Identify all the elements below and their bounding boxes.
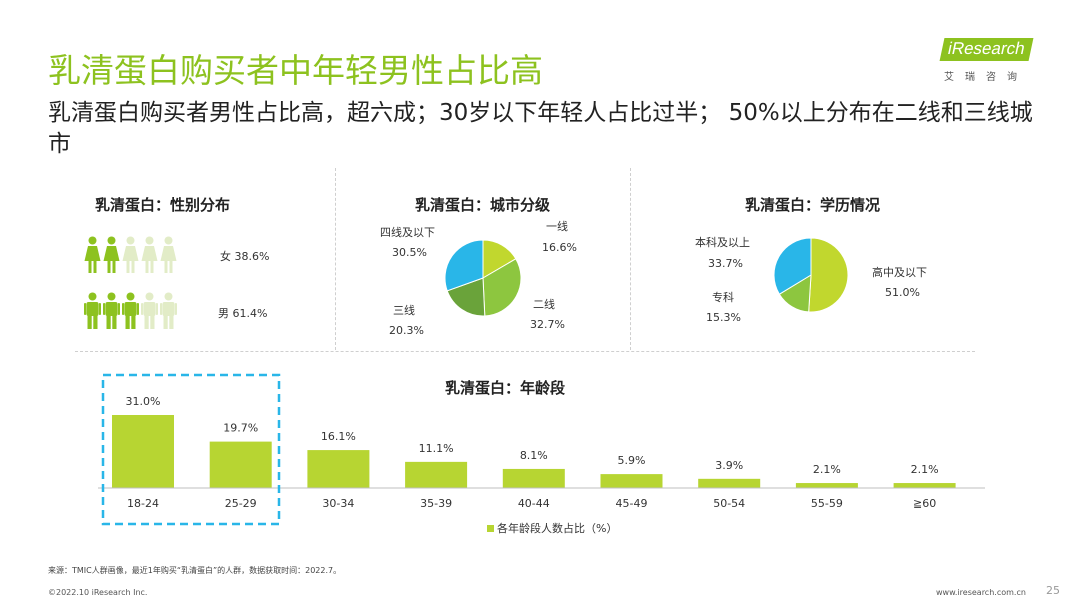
gender-panel-title: 乳清蛋白：性别分布 — [95, 196, 231, 214]
city-tier3-name: 三线 — [393, 304, 415, 317]
male-person-icon — [84, 292, 101, 329]
age-category-label-8: ≧60 — [913, 497, 936, 510]
female-person-icon — [141, 236, 158, 273]
age-bar-value-5: 5.9% — [618, 454, 646, 467]
iresearch-logo: iResearch 艾瑞咨询 — [938, 36, 1038, 86]
age-category-label-4: 40-44 — [518, 497, 550, 510]
age-category-label-3: 35-39 — [420, 497, 452, 510]
city-tier1-value: 16.6% — [542, 241, 577, 254]
male-person-icon — [122, 292, 139, 329]
city-tier2-name: 二线 — [533, 298, 555, 311]
female-person-icon — [103, 236, 120, 273]
education-panel-title: 乳清蛋白：学历情况 — [745, 196, 881, 214]
age-bar-5 — [600, 474, 663, 488]
female-person-icon — [84, 236, 101, 273]
age-category-label-5: 45-49 — [616, 497, 648, 510]
age-bar-1 — [209, 441, 272, 488]
age-bar-value-7: 2.1% — [813, 463, 841, 476]
female-label: 女 38.6% — [220, 250, 270, 263]
age-bar-7 — [795, 483, 858, 488]
male-icon-row — [84, 292, 184, 330]
age-category-label-2: 30-34 — [322, 497, 354, 510]
city-panel-title: 乳清蛋白：城市分级 — [415, 196, 551, 214]
female-icon-row — [84, 236, 184, 274]
edu-hs-name: 高中及以下 — [872, 266, 927, 279]
edu-col-value: 15.3% — [706, 311, 741, 324]
pie-slice-tier4 — [444, 239, 484, 292]
age-bar-2 — [307, 450, 370, 488]
city-tier4-name: 四线及以下 — [380, 226, 435, 239]
age-category-label-6: 50-54 — [713, 497, 745, 510]
age-bar-4 — [502, 468, 565, 488]
edu-hs-value: 51.0% — [885, 286, 920, 299]
logo-subtext: 艾瑞咨询 — [944, 72, 1028, 83]
city-tier2-value: 32.7% — [530, 318, 565, 331]
age-panel-title: 乳清蛋白：年龄段 — [445, 379, 566, 397]
edu-bach-name: 本科及以上 — [695, 236, 750, 249]
age-bar-value-8: 2.1% — [911, 463, 939, 476]
age-bar-value-4: 8.1% — [520, 449, 548, 462]
city-tier3-value: 20.3% — [389, 324, 424, 337]
city-pie-chart — [444, 239, 522, 317]
panel-divider-1 — [335, 168, 336, 350]
site-url: www.iresearch.com.cn — [936, 588, 1026, 597]
age-bar-value-3: 11.1% — [419, 442, 454, 455]
page-number: 25 — [1046, 584, 1060, 597]
page-title: 乳清蛋白购买者中年轻男性占比高 — [48, 51, 543, 90]
age-bar-8 — [893, 483, 956, 488]
age-bar-6 — [698, 478, 761, 488]
pie-slice-high-school — [808, 237, 849, 313]
male-person-icon — [160, 292, 177, 329]
panel-divider-2 — [630, 168, 631, 350]
copyright-text: ©2022.10 iResearch Inc. — [48, 588, 148, 597]
age-legend-label: 各年龄段人数占比（%） — [497, 522, 618, 535]
section-divider — [75, 351, 975, 352]
age-bar-0 — [112, 415, 174, 488]
age-bar-value-0: 31.0% — [126, 395, 161, 408]
source-footnote: 来源：TMIC人群画像，最近1年购买“乳清蛋白”的人群，数据获取时间：2022.… — [48, 566, 342, 575]
age-category-label-0: 18-24 — [127, 497, 159, 510]
age-bar-3 — [405, 461, 468, 488]
highlight-dashed-box — [101, 373, 281, 526]
age-bar-chart: 31.0% 18-24 19.7% 25-29 16.1% 30-34 11.1% 35-39… — [98, 373, 985, 526]
age-category-label-7: 55-59 — [811, 497, 843, 510]
male-person-icon — [141, 292, 158, 329]
pie-slice-tier2 — [482, 258, 522, 317]
age-category-label-1: 25-29 — [225, 497, 257, 510]
age-bar-value-1: 19.7% — [223, 422, 258, 435]
education-pie-chart — [773, 237, 849, 313]
pie-slice-bachelor — [773, 237, 812, 295]
city-tier1-name: 一线 — [546, 220, 568, 233]
male-person-icon — [103, 292, 120, 329]
male-label: 男 61.4% — [218, 307, 268, 320]
edu-bach-value: 33.7% — [708, 257, 743, 270]
female-person-icon — [122, 236, 139, 273]
age-legend: 各年龄段人数占比（%） — [487, 520, 617, 536]
page-subtitle: 乳清蛋白购买者男性占比高，超六成；30岁以下年轻人占比过半； 50%以上分布在二… — [48, 100, 1033, 157]
female-person-icon — [160, 236, 177, 273]
age-bar-value-2: 16.1% — [321, 430, 356, 443]
age-bar-value-6: 3.9% — [715, 459, 743, 472]
city-tier4-value: 30.5% — [392, 246, 427, 259]
edu-col-name: 专科 — [712, 291, 734, 304]
legend-swatch — [487, 525, 494, 532]
logo-word: iResearch — [939, 38, 1033, 61]
